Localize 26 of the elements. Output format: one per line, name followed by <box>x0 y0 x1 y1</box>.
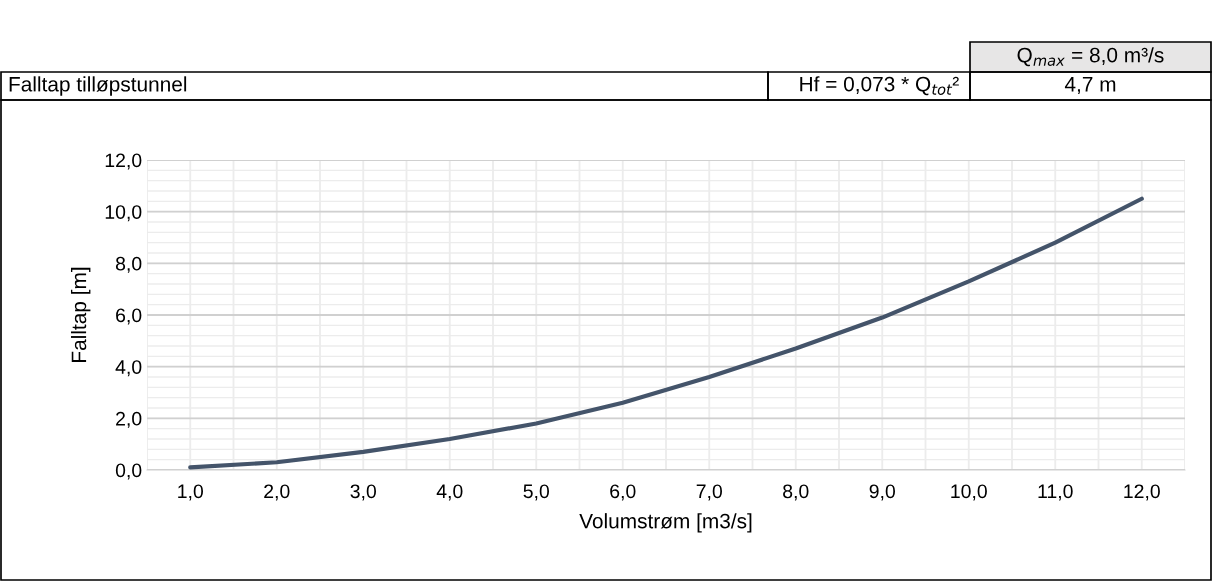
x-tick-label: 6,0 <box>610 484 636 501</box>
chart-title: Falltap tilløpstunnel <box>9 76 187 96</box>
x-tick-label: 9,0 <box>869 484 896 501</box>
x-tick-label: 10,0 <box>951 484 987 501</box>
x-tick-label: 7,0 <box>696 484 723 501</box>
y-tick-label: 0,0 <box>115 463 142 480</box>
y-axis-title: Falltap [m] <box>70 267 91 362</box>
x-tick-label: 12,0 <box>1124 484 1160 501</box>
y-tick-label: 2,0 <box>116 411 142 428</box>
x-axis-title: Volumstrøm [m3/s] <box>579 513 752 533</box>
y-tick-label: 6,0 <box>116 308 142 325</box>
y-tick-label: 8,0 <box>115 256 142 273</box>
x-tick-label: 11,0 <box>1038 484 1073 501</box>
text: 4,7 m <box>1064 77 1116 95</box>
x-tick-label: 8,0 <box>783 484 809 501</box>
x-tick-label: 2,0 <box>264 484 290 501</box>
y-tick-label: 4,0 <box>115 360 142 377</box>
line-series <box>188 196 1144 470</box>
text: Q$_{max}$ = 8,0 m³/s <box>1017 47 1164 67</box>
x-tick-label: 4,0 <box>436 484 463 501</box>
x-tick-label: 5,0 <box>523 484 550 501</box>
x-tick-label: 3,0 <box>350 484 377 501</box>
y-tick-label: 12,0 <box>105 153 142 170</box>
y-tick-label: 10,0 <box>105 205 142 222</box>
text: Hf = 0,073 * Q$_{tot}$² <box>800 76 959 96</box>
x-tick-label: 1,0 <box>178 484 204 501</box>
